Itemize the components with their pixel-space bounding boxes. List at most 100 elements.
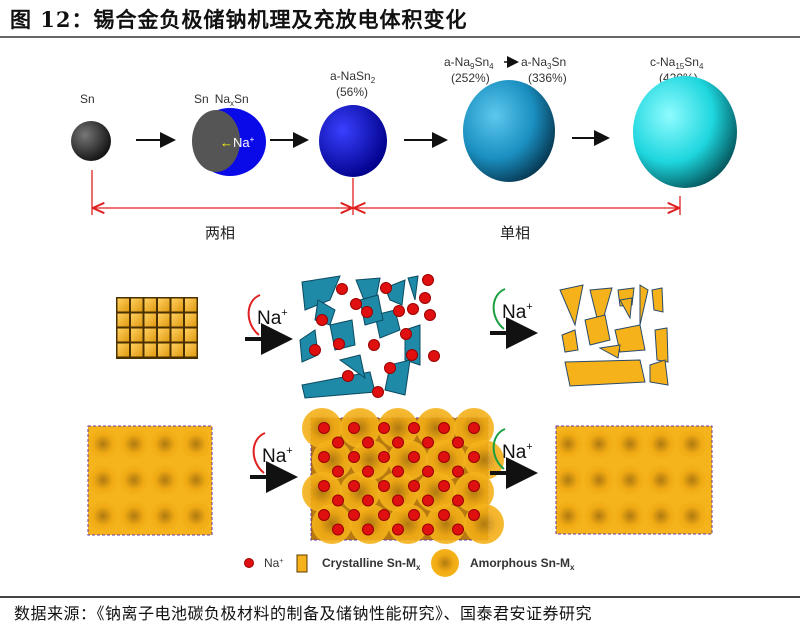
amorphous-box-initial: [87, 425, 213, 536]
na-ion: [362, 465, 374, 478]
nasn2-sphere: [319, 105, 387, 177]
figure-title: 图 12：锡合金负极储钠机理及充放电体积变化: [10, 7, 468, 32]
na-ion: [422, 465, 434, 478]
na-ion: [342, 370, 354, 382]
na-ion-label: Na+: [502, 301, 533, 323]
crystal-cell: [117, 328, 129, 342]
crystal-cell: [144, 343, 156, 357]
na-ion-inner-label: ←Na+: [220, 135, 255, 150]
fragment: [614, 324, 646, 353]
crystal-cell: [117, 298, 129, 312]
stage-na15sn4-label: c-Na15Sn4: [650, 55, 704, 71]
fragment: [654, 327, 669, 363]
na-ion: [408, 509, 420, 521]
crystal-cell: [131, 313, 143, 327]
crystal-cell: [144, 313, 156, 327]
na-ion: [407, 303, 419, 315]
crystal-cell: [185, 313, 197, 327]
na-ion: [378, 451, 390, 463]
fragment: [649, 359, 669, 386]
figure-source: 数据来源：《钠离子电池碳负极材料的制备及储钠性能研究》、国泰君安证券研究: [14, 604, 593, 623]
na-ion-label: Na+: [502, 441, 533, 463]
fragment: [407, 275, 419, 301]
crystal-cell: [171, 328, 183, 342]
crystal-cell: [185, 328, 197, 342]
figure-diagram: Sn Sn NaxSn ←Na+ a-NaSn2 (56%) a-Na9Sn4 (…: [71, 55, 737, 577]
na-ion: [452, 436, 464, 449]
amorphous-sodiated-particles: [302, 408, 504, 544]
desodiated-fragments: [559, 284, 669, 387]
na-ion: [332, 523, 344, 536]
crystal-cell: [185, 343, 197, 357]
fragment: [589, 287, 613, 332]
crystalline-grid: [116, 297, 198, 359]
na-ion: [348, 509, 360, 521]
na-ion: [408, 451, 420, 463]
fragment: [639, 284, 649, 326]
fragment: [301, 275, 341, 311]
na-ion: [400, 328, 412, 340]
na-ion: [362, 523, 374, 536]
stage-na3sn-percent: (336%): [528, 71, 567, 85]
legend-crystalline-icon: [296, 554, 308, 573]
na-ion: [372, 386, 384, 398]
na-ion: [392, 523, 404, 536]
na-ion: [378, 422, 390, 434]
na-ion: [468, 451, 480, 463]
desodiation-arrow: Na+: [490, 428, 538, 489]
na-ion: [392, 436, 404, 449]
legend-crystalline-label: Crystalline Sn-Mx: [322, 556, 421, 572]
crystal-cell: [117, 343, 129, 357]
na-ion: [316, 314, 328, 326]
title-divider: [0, 36, 800, 38]
legend-na-label: Na+: [264, 556, 283, 570]
desodiation-arrow: Na+: [490, 288, 538, 349]
stage-nasn2-percent: (56%): [336, 85, 368, 99]
stage-na9sn4-label: a-Na9Sn4: [444, 55, 494, 71]
fragment: [619, 297, 633, 320]
na-ion: [438, 480, 450, 492]
fragment: [564, 359, 646, 387]
single-phase-label: 单相: [500, 224, 530, 242]
crystal-cell: [131, 298, 143, 312]
two-phase-label: 两相: [205, 224, 235, 242]
na-ion: [392, 494, 404, 507]
na-ion: [468, 509, 480, 521]
sn-core: [192, 110, 240, 172]
na-ion: [452, 494, 464, 507]
crystal-cell: [144, 328, 156, 342]
na-ion: [422, 523, 434, 536]
na-ion: [438, 509, 450, 521]
na-ion: [468, 422, 480, 434]
fragment: [584, 314, 611, 346]
na15sn4-sphere: [633, 76, 737, 188]
na-ion: [419, 292, 431, 304]
na-ion: [362, 494, 374, 507]
na-ion: [422, 436, 434, 449]
na-ion: [361, 306, 373, 318]
footer-divider: [0, 596, 800, 598]
stage-na3sn-label: a-Na3Sn: [521, 55, 566, 71]
na-ion: [348, 480, 360, 492]
na-ion: [318, 422, 330, 434]
crystal-cell: [185, 298, 197, 312]
na-ion: [393, 305, 405, 317]
na-ion: [350, 298, 362, 310]
na-ion: [336, 283, 348, 295]
na-ion: [318, 451, 330, 463]
crystal-cell: [117, 313, 129, 327]
na-ion: [332, 465, 344, 478]
na-ion: [422, 494, 434, 507]
na-ion: [378, 480, 390, 492]
crystal-cell: [158, 343, 170, 357]
phase-brackets: [91, 170, 681, 215]
na-ion-label: Na+: [262, 445, 293, 467]
na-ion: [318, 480, 330, 492]
na-ion: [424, 309, 436, 321]
crystal-cell: [171, 343, 183, 357]
crystal-cell: [171, 298, 183, 312]
na-ion: [422, 274, 434, 286]
na-ion: [438, 451, 450, 463]
fragment: [651, 287, 664, 313]
na-ion: [438, 422, 450, 434]
